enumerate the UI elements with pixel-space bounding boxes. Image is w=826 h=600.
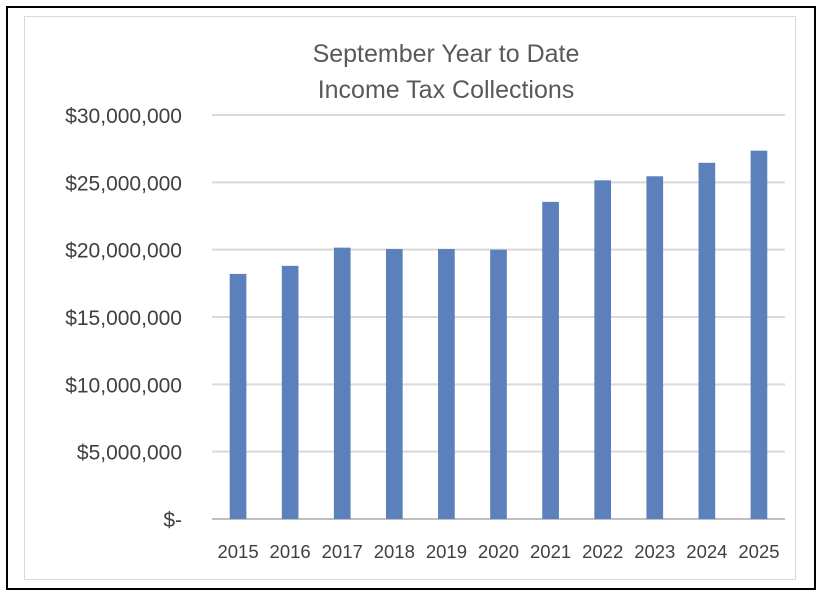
chart-title: September Year to Date Income Tax Collec… [313, 40, 580, 104]
y-axis-tick-labels: $- $5,000,000 $10,000,000 $15,000,000 $20,00… [65, 105, 182, 532]
y-tick-label: $10,000,000 [65, 374, 182, 397]
bar-2023 [646, 176, 664, 520]
bar-2016 [281, 265, 299, 519]
x-tick-label: 2016 [270, 541, 311, 562]
y-tick-label: $15,000,000 [65, 307, 182, 330]
x-tick-label: 2024 [686, 541, 727, 562]
chart-title-line-1: September Year to Date [313, 40, 580, 68]
y-tick-label: $- [163, 509, 182, 532]
x-tick-label: 2021 [530, 541, 571, 562]
bar-2018 [385, 248, 403, 519]
chart-title-line-2: Income Tax Collections [318, 76, 575, 104]
bar-2019 [438, 248, 455, 519]
x-tick-label: 2022 [582, 541, 623, 562]
y-tick-label: $5,000,000 [77, 442, 182, 465]
bar-2024 [698, 162, 716, 519]
y-tick-label: $25,000,000 [65, 172, 182, 195]
bar-2020 [490, 249, 507, 519]
y-tick-label: $30,000,000 [65, 105, 182, 128]
x-tick-label: 2019 [426, 541, 467, 562]
bar-2022 [594, 180, 612, 519]
x-tick-label: 2018 [374, 541, 415, 562]
chart-area [24, 16, 796, 580]
bars [229, 150, 768, 520]
x-tick-label: 2017 [322, 541, 363, 562]
x-tick-label: 2020 [478, 541, 519, 562]
x-axis-category-labels: 2015 2016 2017 2018 2019 2020 2021 2022 2023 2024… [217, 541, 779, 562]
x-tick-label: 2025 [738, 541, 779, 562]
y-tick-label: $20,000,000 [65, 240, 182, 263]
x-tick-label: 2023 [634, 541, 675, 562]
bar-2017 [333, 247, 351, 519]
bar-2021 [542, 201, 559, 520]
bar-2025 [750, 150, 768, 520]
x-tick-label: 2015 [217, 541, 258, 562]
bar-2015 [229, 273, 247, 519]
